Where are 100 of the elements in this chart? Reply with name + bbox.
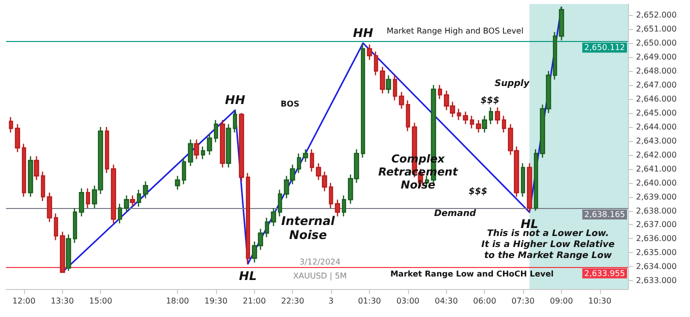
y-tick-label: 2,644.000 [636, 122, 677, 132]
annotation: Internal Noise [281, 214, 336, 242]
x-tick-label: 01:30 [358, 296, 382, 306]
candlestick [226, 124, 232, 168]
ref-line-label: 2,633.955 [584, 268, 625, 278]
candlestick [470, 115, 474, 129]
candlestick [124, 194, 130, 213]
y-tick-label: 2,648.000 [636, 66, 677, 76]
x-tick-label: 19:30 [204, 296, 228, 306]
annotation: Demand [434, 209, 476, 219]
candlestick [302, 148, 308, 162]
y-tick-label: 2,636.000 [636, 234, 677, 244]
x-tick-label: 21:00 [242, 296, 266, 306]
annotation: BOS [280, 100, 300, 108]
x-tick-label: 07:30 [512, 296, 535, 306]
candlestick [22, 143, 26, 198]
annotation: $$$ [480, 96, 500, 106]
candlestick [502, 115, 506, 134]
y-tick-label: 2,638.000 [636, 206, 677, 216]
y-tick-label: 2,640.000 [636, 178, 677, 188]
candlestick [374, 50, 378, 76]
candlestick [174, 175, 180, 190]
annotation: HH [225, 93, 246, 108]
candlestick [200, 146, 206, 160]
candlestick [110, 164, 116, 224]
candlestick [46, 192, 52, 223]
candlestick [310, 148, 314, 172]
y-tick-label: 2,639.000 [636, 192, 677, 202]
candlestick [494, 106, 500, 125]
candlestick [360, 42, 366, 158]
x-tick-label: 13:30 [50, 296, 74, 306]
y-tick-label: 2,652.000 [636, 10, 677, 20]
candlestick [476, 119, 482, 134]
annotation: Market Range High and BOS Level [386, 26, 524, 36]
x-tick-label: 18:00 [166, 296, 190, 306]
candlestick [380, 66, 386, 94]
ref-line-label: 2,650.112 [584, 43, 625, 52]
x-tick-label: 03:00 [396, 296, 420, 306]
candlestick [86, 188, 90, 209]
candlestick [104, 126, 110, 174]
candlestick [72, 207, 78, 244]
candlestick [386, 74, 392, 94]
candlestick [264, 217, 270, 238]
candlestick [194, 138, 200, 160]
y-tick-label: 2,646.000 [636, 94, 677, 104]
y-tick-label: 2,635.000 [636, 248, 677, 258]
annotation: XAUUSD | 5M [293, 272, 347, 280]
candlestick [232, 110, 238, 134]
y-tick-label: 2,634.000 [636, 262, 677, 272]
x-tick-label: 12:00 [12, 296, 36, 306]
x-tick-label: 06:00 [473, 296, 496, 306]
candlestick [130, 194, 136, 208]
candlestick [406, 100, 410, 132]
candlestick [118, 203, 122, 224]
y-tick-label: 2,641.000 [636, 164, 677, 174]
candlestick [342, 194, 346, 217]
candlestick [296, 152, 302, 174]
ref-line-label: 2,638.165 [584, 210, 625, 220]
x-tick-label: 10:30 [588, 296, 612, 306]
y-tick-label: 2,647.000 [636, 80, 677, 90]
x-tick-label: 04:30 [434, 296, 458, 306]
candlestick [534, 148, 538, 212]
candlestick [552, 31, 558, 80]
y-tick-label: 2,645.000 [636, 108, 677, 118]
candlestick [482, 115, 488, 134]
candlestick [182, 157, 186, 185]
y-tick-label: 2,643.000 [636, 136, 677, 146]
candlestick [54, 212, 58, 241]
candlestick [526, 162, 532, 213]
candlestick [398, 91, 404, 110]
annotation: Market Range Low and CHoCH Level [390, 270, 554, 278]
x-tick-label: 15:00 [89, 296, 112, 306]
annotation: $$$ [468, 187, 488, 197]
candlestick [558, 6, 564, 41]
candlestick [206, 133, 212, 156]
annotation: HH [353, 26, 374, 40]
candlestick [520, 162, 526, 198]
candlestick [488, 106, 494, 125]
candlestick [40, 171, 46, 202]
candlestick [188, 138, 194, 167]
y-tick-label: 2,642.000 [636, 150, 677, 160]
candlestick [8, 116, 14, 134]
candlestick [66, 234, 72, 272]
x-tick-label: 3 [328, 296, 334, 306]
candlestick [214, 119, 218, 143]
y-tick-label: 2,633.000 [636, 276, 677, 286]
candlestick [142, 180, 148, 199]
candlestick [334, 198, 340, 217]
candlestick [136, 189, 142, 208]
candlestick [456, 108, 462, 121]
y-tick-label: 2,637.000 [636, 220, 677, 230]
x-tick-label: 09:00 [550, 296, 573, 306]
candlestick [462, 110, 468, 125]
annotation: Supply [494, 79, 530, 89]
candlestick [392, 74, 398, 101]
x-tick-label: 22:30 [281, 296, 304, 306]
candlestick [28, 156, 34, 198]
candlestick [328, 182, 334, 209]
annotation: HL [239, 268, 257, 283]
candlestick [438, 84, 442, 100]
